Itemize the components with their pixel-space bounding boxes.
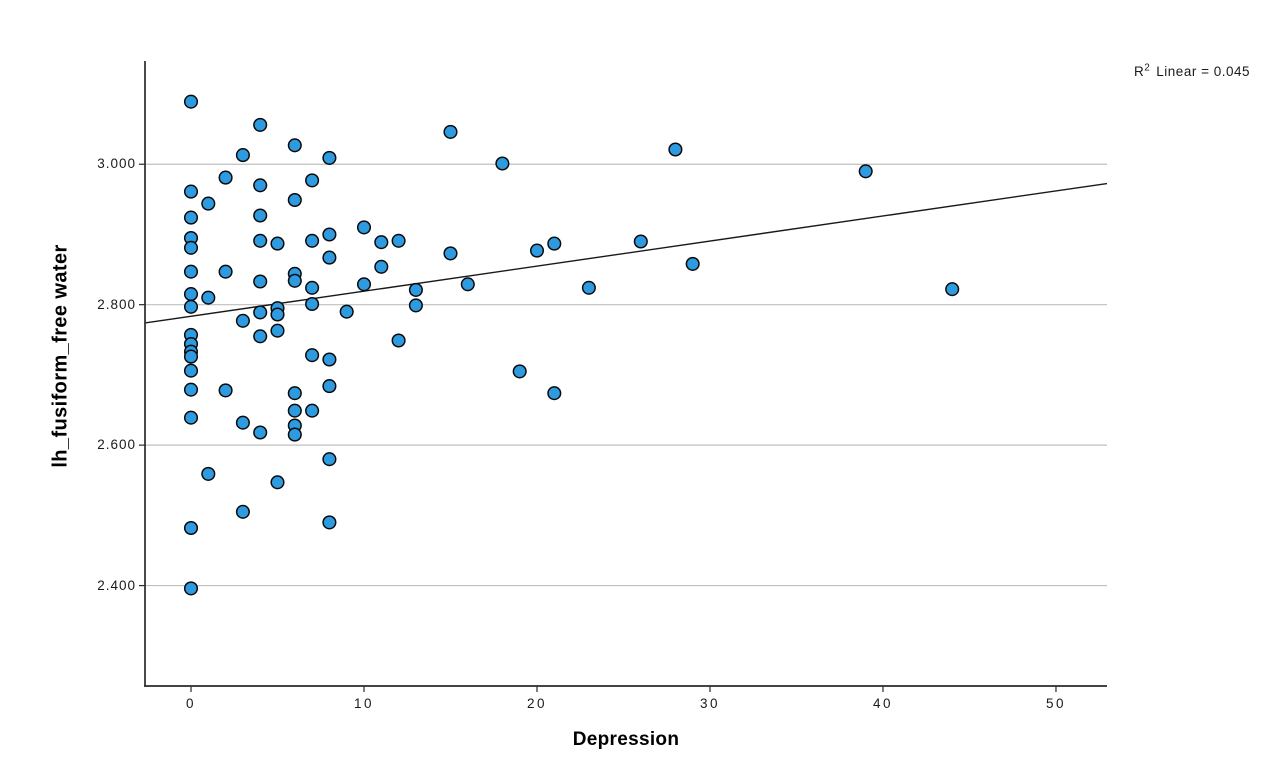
data-point — [945, 282, 960, 297]
x-tick-label: 10 — [353, 696, 375, 711]
data-point — [201, 196, 216, 211]
data-point — [270, 475, 285, 490]
data-point — [858, 164, 873, 179]
data-point — [668, 142, 683, 157]
data-point — [253, 117, 268, 132]
data-point — [235, 313, 250, 328]
data-point — [356, 220, 372, 235]
data-point — [183, 210, 199, 225]
x-tick-label: 20 — [526, 696, 547, 711]
data-point — [235, 148, 250, 163]
x-tick-label: 40 — [872, 696, 893, 711]
data-point — [512, 364, 527, 379]
data-point — [270, 323, 285, 338]
data-point — [253, 329, 268, 344]
data-point — [529, 243, 545, 258]
data-point — [253, 208, 268, 223]
data-point — [305, 348, 320, 363]
data-point — [408, 282, 423, 297]
data-point — [322, 150, 337, 165]
x-axis-title: Depression — [572, 729, 680, 750]
data-point — [374, 235, 389, 250]
data-point — [183, 410, 199, 425]
data-point — [356, 277, 372, 292]
data-point — [322, 352, 337, 367]
data-point — [287, 427, 302, 442]
data-point — [287, 138, 302, 153]
data-point — [201, 466, 216, 481]
data-point — [183, 94, 199, 109]
data-point — [183, 520, 199, 536]
y-axis-title: lh_fusiform_free water — [49, 244, 72, 468]
data-point — [253, 233, 268, 248]
data-point — [287, 192, 302, 208]
data-point — [322, 379, 337, 394]
data-point — [495, 156, 510, 171]
data-point — [339, 304, 354, 319]
data-point — [633, 234, 648, 249]
data-point — [218, 264, 233, 279]
data-point — [235, 415, 250, 430]
data-point — [305, 296, 320, 312]
data-point — [460, 277, 475, 292]
y-tick-label: 2.400 — [97, 577, 136, 593]
data-point — [685, 256, 700, 271]
y-tick-label: 3.000 — [97, 156, 136, 172]
data-point — [408, 298, 423, 313]
r-squared-annotation: R2 Linear = 0.045 — [1045, 62, 1250, 79]
data-point — [443, 124, 458, 139]
data-point — [322, 515, 337, 530]
data-point — [183, 581, 199, 596]
data-point — [305, 403, 320, 418]
data-point — [322, 250, 337, 265]
data-point — [183, 349, 199, 364]
data-point — [183, 240, 199, 255]
r-squared-superscript: 2 — [1144, 62, 1151, 74]
data-point — [391, 233, 406, 248]
data-point — [183, 184, 199, 199]
data-point — [183, 382, 199, 397]
data-point — [305, 173, 320, 188]
data-point — [305, 280, 320, 295]
x-tick-label: 0 — [185, 696, 196, 711]
data-point — [218, 170, 233, 185]
regression-line — [144, 182, 1108, 324]
data-point — [183, 287, 199, 302]
data-point — [183, 363, 199, 378]
data-point — [547, 236, 562, 251]
data-point — [581, 280, 596, 295]
data-point — [218, 383, 233, 398]
y-tick-label: 2.600 — [97, 437, 136, 453]
data-point — [287, 403, 302, 418]
x-tick-label: 30 — [699, 696, 720, 711]
data-point — [322, 452, 337, 467]
data-point — [443, 246, 458, 261]
data-point — [287, 386, 302, 401]
data-point — [391, 333, 406, 348]
data-point — [287, 273, 302, 288]
data-point — [235, 504, 250, 519]
y-tick-label: 2.800 — [97, 296, 136, 312]
data-point — [253, 274, 268, 289]
r-squared-prefix: R — [1133, 64, 1145, 79]
data-point — [183, 264, 199, 279]
r-squared-value: Linear = 0.045 — [1156, 64, 1250, 79]
data-point — [253, 178, 268, 193]
data-point — [374, 259, 389, 274]
x-tick-label: 50 — [1045, 696, 1066, 711]
data-point — [322, 227, 337, 242]
data-point — [547, 386, 562, 401]
data-point — [253, 425, 268, 440]
data-point — [270, 307, 285, 322]
data-point — [253, 305, 268, 320]
data-point — [201, 290, 216, 305]
data-point — [183, 299, 199, 314]
data-point — [305, 233, 320, 248]
data-point — [270, 236, 285, 251]
